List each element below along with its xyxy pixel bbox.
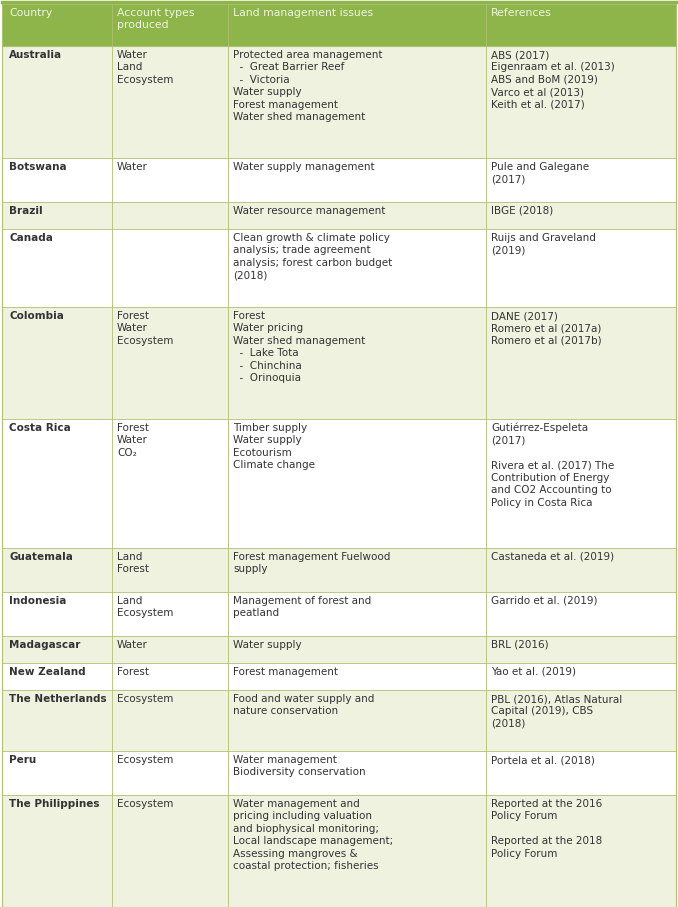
- Text: Land
Forest: Land Forest: [117, 551, 149, 574]
- Text: Forest: Forest: [117, 667, 149, 677]
- Bar: [2, 4, 676, 46]
- Text: Food and water supply and
nature conservation: Food and water supply and nature conserv…: [233, 694, 374, 717]
- Text: Timber supply
Water supply
Ecotourism
Climate change: Timber supply Water supply Ecotourism Cl…: [233, 423, 315, 470]
- Text: ABS (2017)
Eigenraam et al. (2013)
ABS and BoM (2019)
Varco et al (2013)
Keith e: ABS (2017) Eigenraam et al. (2013) ABS a…: [491, 50, 615, 110]
- Text: Reported at the 2016
Policy Forum

Reported at the 2018
Policy Forum: Reported at the 2016 Policy Forum Report…: [491, 799, 602, 859]
- Bar: [2, 795, 676, 907]
- Bar: [2, 158, 676, 202]
- Text: Ruijs and Graveland
(2019): Ruijs and Graveland (2019): [491, 233, 596, 256]
- Text: Botswana: Botswana: [9, 162, 66, 172]
- Text: Account types
produced: Account types produced: [117, 8, 195, 31]
- Text: Costa Rica: Costa Rica: [9, 423, 71, 433]
- Text: The Netherlands: The Netherlands: [9, 694, 106, 704]
- Text: Water: Water: [117, 162, 148, 172]
- Text: DANE (2017)
Romero et al (2017a)
Romero et al (2017b): DANE (2017) Romero et al (2017a) Romero …: [491, 311, 601, 346]
- Text: Yao et al. (2019): Yao et al. (2019): [491, 667, 576, 677]
- Text: Portela et al. (2018): Portela et al. (2018): [491, 755, 595, 765]
- Text: IBGE (2018): IBGE (2018): [491, 206, 553, 216]
- Bar: [2, 592, 676, 636]
- Text: Land management issues: Land management issues: [233, 8, 373, 18]
- Text: Peru: Peru: [9, 755, 36, 765]
- Text: Clean growth & climate policy
analysis; trade agreement
analysis; forest carbon : Clean growth & climate policy analysis; …: [233, 233, 393, 280]
- Bar: [2, 419, 676, 548]
- Bar: [2, 548, 676, 592]
- Text: Water: Water: [117, 640, 148, 650]
- Bar: [2, 636, 676, 663]
- Text: Water supply management: Water supply management: [233, 162, 375, 172]
- Text: Country: Country: [9, 8, 52, 18]
- Text: Ecosystem: Ecosystem: [117, 694, 174, 704]
- Text: Water resource management: Water resource management: [233, 206, 385, 216]
- Text: Garrido et al. (2019): Garrido et al. (2019): [491, 596, 597, 606]
- Text: Pule and Galegane
(2017): Pule and Galegane (2017): [491, 162, 589, 184]
- Text: Protected area management
  -  Great Barrier Reef
  -  Victoria
Water supply
For: Protected area management - Great Barrie…: [233, 50, 382, 122]
- Text: Guatemala: Guatemala: [9, 551, 73, 561]
- Bar: [2, 690, 676, 751]
- Text: Indonesia: Indonesia: [9, 596, 66, 606]
- Text: Water
Land
Ecosystem: Water Land Ecosystem: [117, 50, 174, 84]
- Bar: [2, 751, 676, 795]
- Bar: [2, 307, 676, 419]
- Text: Forest management Fuelwood
supply: Forest management Fuelwood supply: [233, 551, 391, 574]
- Text: Water management and
pricing including valuation
and biophysical monitoring;
Loc: Water management and pricing including v…: [233, 799, 393, 871]
- Text: Forest
Water pricing
Water shed management
  -  Lake Tota
  -  Chinchina
  -  Or: Forest Water pricing Water shed manageme…: [233, 311, 365, 383]
- Text: Ecosystem: Ecosystem: [117, 755, 174, 765]
- Bar: [2, 202, 676, 229]
- Bar: [2, 46, 676, 158]
- Bar: [2, 663, 676, 690]
- Text: Management of forest and
peatland: Management of forest and peatland: [233, 596, 372, 619]
- Text: Gutiérrez-Espeleta
(2017)

Rivera et al. (2017) The
Contribution of Energy
and C: Gutiérrez-Espeleta (2017) Rivera et al. …: [491, 423, 614, 508]
- Text: Forest
Water
CO₂: Forest Water CO₂: [117, 423, 149, 458]
- Text: PBL (2016), Atlas Natural
Capital (2019), CBS
(2018): PBL (2016), Atlas Natural Capital (2019)…: [491, 694, 622, 729]
- Text: Australia: Australia: [9, 50, 62, 60]
- Text: Water management
Biodiversity conservation: Water management Biodiversity conservati…: [233, 755, 365, 777]
- Text: Canada: Canada: [9, 233, 53, 243]
- Text: Ecosystem: Ecosystem: [117, 799, 174, 809]
- Text: References: References: [491, 8, 552, 18]
- Text: Colombia: Colombia: [9, 311, 64, 321]
- Text: Brazil: Brazil: [9, 206, 43, 216]
- Text: BRL (2016): BRL (2016): [491, 640, 549, 650]
- Text: The Philippines: The Philippines: [9, 799, 100, 809]
- Text: New Zealand: New Zealand: [9, 667, 85, 677]
- Bar: [2, 229, 676, 307]
- Text: Forest
Water
Ecosystem: Forest Water Ecosystem: [117, 311, 174, 346]
- Text: Land
Ecosystem: Land Ecosystem: [117, 596, 174, 619]
- Text: Water supply: Water supply: [233, 640, 302, 650]
- Text: Madagascar: Madagascar: [9, 640, 81, 650]
- Text: Forest management: Forest management: [233, 667, 338, 677]
- Text: Castaneda et al. (2019): Castaneda et al. (2019): [491, 551, 614, 561]
